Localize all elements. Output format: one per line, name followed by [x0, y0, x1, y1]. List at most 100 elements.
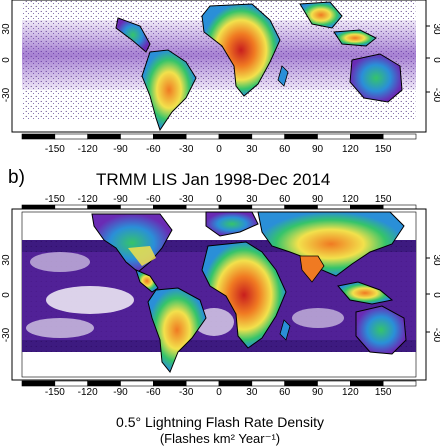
lon-tick-label: 60 — [279, 144, 291, 155]
lon-tick-label: 120 — [342, 387, 359, 398]
lon-axis-segment — [87, 204, 121, 210]
panel-b-lat-left-neg30: -30 — [1, 327, 12, 342]
panel-b-lat-left-0: 0 — [1, 292, 12, 298]
lon-tick-label: 30 — [246, 194, 258, 205]
panel-a-lat-left-neg30: -30 — [1, 87, 12, 102]
lon-axis-segment — [21, 204, 56, 210]
lon-axis-segment — [251, 133, 285, 140]
panel-a-lat-right-0: 0 — [431, 57, 440, 63]
panel-b-top-axis-bar — [21, 204, 417, 210]
lon-tick-label: -150 — [45, 144, 65, 155]
panel-b-indian-ocean-low — [292, 308, 344, 328]
lon-tick-label: -30 — [179, 387, 194, 398]
lon-axis-segment — [350, 380, 384, 387]
lon-axis-segment — [120, 204, 154, 210]
lon-tick-label: 30 — [246, 387, 258, 398]
panel-a-lat-right-30: 30 — [431, 23, 440, 35]
lon-tick-label: -90 — [113, 194, 128, 205]
panel-a-lon-axis-bar — [21, 133, 417, 140]
lon-tick-label: -60 — [146, 194, 161, 205]
lon-axis-segment — [350, 204, 384, 210]
lon-axis-segment — [317, 380, 351, 387]
lon-axis-segment — [382, 380, 417, 387]
lon-axis-segment — [185, 380, 220, 387]
colorbar-units: (Flashes km² Year⁻¹) — [159, 431, 281, 446]
panel-b-north-pacific-low — [30, 252, 90, 272]
lon-axis-segment — [284, 133, 318, 140]
lon-tick-label: 120 — [342, 144, 359, 155]
lon-tick-label: 150 — [375, 194, 392, 205]
lon-axis-segment — [350, 133, 384, 140]
panel-b-lat-right-0: 0 — [431, 292, 440, 298]
lon-axis-segment — [87, 380, 121, 387]
lon-tick-label: -120 — [78, 144, 98, 155]
panel-a-lat-left-30: 30 — [1, 23, 12, 35]
lon-axis-segment — [87, 133, 121, 140]
panel-a-central-america — [115, 17, 151, 53]
lon-tick-label: -90 — [113, 387, 128, 398]
lon-axis-segment — [317, 133, 351, 140]
lon-axis-segment — [120, 133, 154, 140]
lon-tick-label: 0 — [216, 144, 222, 155]
panel-b-top-lon-labels: -150 -120 -90 -60 -30 0 30 60 90 120 150 — [45, 194, 392, 205]
lon-tick-label: -120 — [78, 387, 98, 398]
lon-tick-label: 120 — [342, 194, 359, 205]
lon-axis-segment — [317, 204, 351, 210]
panel-a-lon-labels: -150 -120 -90 -60 -30 0 30 60 90 120 150 — [45, 144, 392, 155]
lon-axis-segment — [284, 204, 318, 210]
panel-a-australia — [349, 53, 403, 103]
panel-b-east-pacific-low — [46, 286, 134, 314]
lon-axis-segment — [21, 133, 56, 140]
lon-tick-label: -30 — [179, 144, 194, 155]
lon-tick-label: 150 — [375, 387, 392, 398]
lon-tick-label: 90 — [312, 144, 324, 155]
panel-b-madagascar — [279, 319, 291, 341]
panel-a-maritime-continent — [333, 29, 377, 47]
lon-tick-label: 30 — [246, 144, 258, 155]
panel-a-lat-right-neg30: -30 — [431, 88, 440, 103]
lon-tick-label: 60 — [279, 387, 291, 398]
panel-a-madagascar — [277, 65, 289, 87]
panel-b-bottom-axis-bar — [21, 380, 417, 387]
panel-b-central-america — [135, 269, 159, 293]
lon-axis-segment — [251, 204, 285, 210]
lon-axis-segment — [218, 380, 253, 387]
lon-axis-segment — [54, 133, 88, 140]
lon-axis-segment — [54, 380, 88, 387]
panel-b-map — [11, 208, 430, 381]
panel-b-lat-right-30: 30 — [431, 254, 440, 266]
lon-axis-segment — [120, 380, 154, 387]
lon-axis-segment — [218, 204, 253, 210]
panel-b-maritime-continent — [337, 281, 394, 305]
lon-tick-label: -30 — [179, 194, 194, 205]
panel-b-lat-left-30: 30 — [1, 254, 12, 266]
panel-a-africa — [201, 3, 281, 97]
lon-axis-segment — [382, 133, 417, 140]
lon-axis-segment — [21, 380, 56, 387]
lon-axis-segment — [218, 133, 253, 140]
lon-axis-segment — [153, 133, 187, 140]
lon-tick-label: -90 — [113, 144, 128, 155]
lon-tick-label: -60 — [146, 144, 161, 155]
panel-b-gulf-coast — [128, 246, 156, 266]
panel-b-europe — [205, 211, 259, 237]
colorbar-title: 0.5° Lightning Flash Rate Density — [116, 414, 324, 430]
panel-b-letter: b) — [8, 167, 25, 188]
lon-tick-label: -120 — [78, 194, 98, 205]
panel-b-africa — [201, 241, 287, 349]
panel-b-india — [299, 255, 325, 283]
panel-b-south-pacific-low — [26, 318, 94, 338]
panel-b-bottom-lon-labels: -150 -120 -90 -60 -30 0 30 60 90 120 150 — [45, 387, 392, 398]
lon-tick-label: 150 — [375, 144, 392, 155]
lon-axis-segment — [185, 204, 220, 210]
panel-a-south-asia — [299, 1, 343, 29]
lon-tick-label: -60 — [146, 387, 161, 398]
lon-tick-label: -150 — [45, 387, 65, 398]
lon-axis-segment — [251, 380, 285, 387]
lon-tick-label: 90 — [312, 194, 324, 205]
lon-tick-label: 0 — [216, 387, 222, 398]
panel-b-australia — [355, 305, 407, 355]
panel-b-asia — [257, 211, 405, 277]
lon-tick-label: 0 — [216, 194, 222, 205]
lon-tick-label: 60 — [279, 194, 291, 205]
